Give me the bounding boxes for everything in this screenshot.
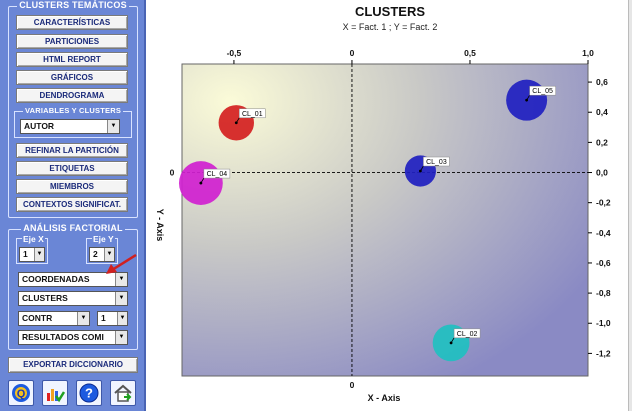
cluster-label-leader — [235, 117, 240, 123]
y-tick-label: 0,0 — [596, 168, 608, 178]
y-tick-label: 0,6 — [596, 77, 608, 87]
help-button[interactable]: ? — [76, 380, 102, 406]
chevron-down-icon[interactable]: ▼ — [77, 312, 89, 325]
refinar-particion-button[interactable]: REFINAR LA PARTICIÓN — [16, 143, 128, 158]
contextos-button[interactable]: CONTEXTOS SIGNIFICAT. — [16, 197, 128, 212]
clusters-group-title: CLUSTERS TEMÁTICOS — [17, 0, 129, 10]
clusters-value: CLUSTERS — [22, 293, 68, 303]
origin-y-label: 0 — [170, 168, 175, 178]
chart-title: CLUSTERS — [354, 4, 426, 19]
y-axis-label: Y - Axis — [155, 209, 165, 242]
clusters-select[interactable]: CLUSTERS ▼ — [18, 291, 128, 306]
chevron-down-icon[interactable]: ▼ — [115, 273, 127, 286]
cluster-point[interactable]: CL_05 — [506, 79, 556, 121]
contr-select[interactable]: CONTR ▼ — [18, 311, 90, 326]
help-icon: ? — [79, 383, 99, 403]
contr-number-select[interactable]: 1 ▼ — [97, 311, 128, 326]
cluster-label: CL_04 — [207, 171, 228, 178]
cluster-point[interactable]: CL_04 — [178, 161, 231, 205]
left-panel: CLUSTERS TEMÁTICOS CARACTERÍSTICAS PARTI… — [0, 0, 146, 411]
dendrograma-button[interactable]: DENDROGRAMA — [16, 88, 128, 103]
cluster-point[interactable]: CL_02 — [432, 324, 481, 362]
quit-button[interactable]: Q — [8, 380, 34, 406]
x-tick-label: 1,0 — [582, 48, 594, 58]
eje-x-label: Eje X — [22, 234, 45, 244]
cluster-label-leader — [420, 165, 424, 172]
cluster-label: CL_02 — [457, 331, 478, 338]
y-tick-label: 0,2 — [596, 137, 608, 147]
chevron-down-icon[interactable]: ▼ — [34, 248, 44, 261]
exportar-diccionario-button[interactable]: EXPORTAR DICCIONARIO — [8, 357, 138, 373]
eje-x-value: 1 — [23, 249, 28, 259]
x-tick-label: -0,5 — [227, 48, 242, 58]
cluster-label-box — [529, 85, 556, 96]
variables-group: VARIABLES Y CLUSTERS — [14, 106, 132, 138]
scatter-plot[interactable]: -0,5 0 0,5 1,0 0,6 0,4 0,2 0,0 -0,2 -0,4 -0,6 -0,8 -… — [148, 0, 632, 411]
cluster-label-box — [453, 328, 481, 339]
cluster-label-box — [239, 108, 266, 119]
chart-subtitle: X = Fact. 1 ; Y = Fact. 2 — [342, 22, 438, 32]
resultados-select[interactable]: RESULTADOS COMI ▼ — [18, 330, 128, 345]
quit-icon: Q — [12, 384, 30, 402]
eje-y-value: 2 — [93, 249, 98, 259]
caracteristicas-button[interactable]: CARACTERÍSTICAS — [16, 15, 128, 30]
y-tick-label: -0,2 — [596, 198, 611, 208]
y-tick-label: -1,2 — [596, 348, 611, 358]
resultados-value: RESULTADOS COMI — [22, 332, 104, 342]
coordenadas-value: COORDENADAS — [22, 274, 90, 284]
etiquetas-button[interactable]: ETIQUETAS — [16, 161, 128, 176]
contr-number-value: 1 — [101, 313, 106, 323]
graficos-button[interactable]: GRÁFICOS — [16, 70, 128, 85]
home-button[interactable] — [110, 380, 136, 406]
variables-group-title: VARIABLES Y CLUSTERS — [22, 106, 124, 115]
x-axis-label: X - Axis — [368, 393, 401, 403]
particiones-button[interactable]: PARTICIONES — [16, 34, 128, 49]
svg-text:?: ? — [85, 386, 93, 401]
coordenadas-select[interactable]: COORDENADAS ▼ — [18, 272, 128, 287]
chevron-down-icon[interactable]: ▼ — [115, 292, 127, 305]
clusters-group: CLUSTERS TEMÁTICOS — [8, 0, 138, 218]
chevron-down-icon[interactable]: ▼ — [115, 331, 127, 344]
y-tick-label: -0,4 — [596, 228, 611, 238]
origin-x-label: 0 — [350, 380, 355, 390]
chart-check-button[interactable] — [42, 380, 68, 406]
cluster-label-leader — [200, 177, 205, 184]
eje-y-select[interactable]: 2 ▼ — [89, 247, 115, 262]
cluster-point[interactable]: CL_01 — [218, 105, 266, 141]
y-tick-label: -0,6 — [596, 258, 611, 268]
chevron-down-icon[interactable]: ▼ — [107, 120, 119, 133]
cluster-label: CL_01 — [242, 111, 263, 118]
chevron-down-icon[interactable]: ▼ — [117, 312, 127, 325]
cluster-label: CL_03 — [426, 159, 447, 166]
cluster-label: CL_05 — [532, 88, 553, 95]
x-tick-label: 0,5 — [464, 48, 476, 58]
home-icon — [114, 384, 132, 402]
y-tick-label: 0,4 — [596, 107, 608, 117]
cluster-label-box — [423, 156, 450, 167]
y-tick-label: -0,8 — [596, 288, 611, 298]
cluster-label-box — [203, 168, 231, 179]
html-report-button[interactable]: HTML REPORT — [16, 52, 128, 67]
variables-select[interactable]: AUTOR ▼ — [20, 119, 120, 134]
chart-area: CLUSTERS X = Fact. 1 ; Y = Fact. 2 -0,5 0… — [148, 0, 632, 411]
annotation-arrow — [106, 253, 137, 274]
miembros-button[interactable]: MIEMBROS — [16, 179, 128, 194]
eje-y-label: Eje Y — [92, 234, 115, 244]
variables-select-value: AUTOR — [24, 121, 55, 131]
right-edge-scrollbar — [628, 0, 632, 411]
svg-text:Q: Q — [17, 388, 26, 400]
cluster-label-leader — [526, 94, 530, 101]
factorial-group-title: ANÁLISIS FACTORIAL — [21, 223, 125, 233]
y-tick-label: -1,0 — [596, 318, 611, 328]
cluster-point[interactable]: CL_03 — [404, 155, 450, 187]
x-tick-label: 0 — [350, 48, 355, 58]
eje-x-select[interactable]: 1 ▼ — [19, 247, 45, 262]
factorial-group: ANÁLISIS FACTORIAL — [8, 223, 138, 350]
contr-value: CONTR — [22, 313, 53, 323]
cluster-label-leader — [450, 337, 455, 344]
chevron-down-icon[interactable]: ▼ — [104, 248, 114, 261]
chart-check-icon — [47, 389, 65, 403]
